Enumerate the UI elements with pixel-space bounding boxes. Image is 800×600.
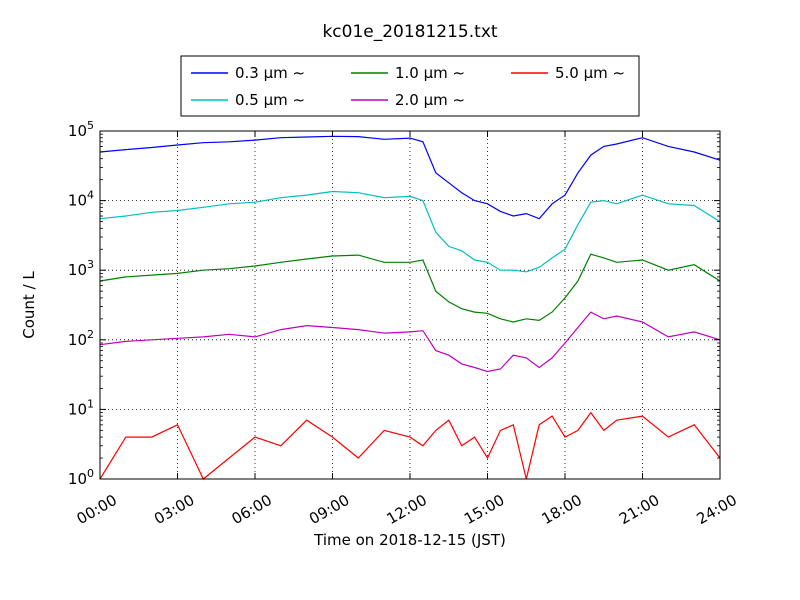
series-line xyxy=(99,190,721,273)
legend-label: 2.0 μm ∼ xyxy=(395,91,465,109)
legend-box xyxy=(180,55,640,117)
series-line xyxy=(99,411,721,480)
y-tick-label: 102 xyxy=(68,328,94,349)
x-tick-label: 09:00 xyxy=(306,491,352,528)
y-tick-label: 104 xyxy=(68,189,94,210)
y-tick-label: 105 xyxy=(68,119,94,140)
x-tick-label: 12:00 xyxy=(384,491,430,528)
ticks xyxy=(99,130,721,480)
legend-label: 5.0 μm ∼ xyxy=(555,64,625,82)
x-tick-label: 06:00 xyxy=(229,491,275,528)
plot-area xyxy=(100,131,720,479)
y-tick-labels: 100 101 102 103 104 105 xyxy=(68,119,94,488)
legend-label: 0.3 μm ∼ xyxy=(235,64,305,82)
chart-title: kc01e_20181215.txt xyxy=(322,22,497,42)
x-tick-label: 24:00 xyxy=(694,491,740,528)
x-tick-label: 03:00 xyxy=(151,491,197,528)
x-axis-label: Time on 2018-12-15 (JST) xyxy=(313,531,506,549)
grid xyxy=(100,131,720,479)
y-tick-label: 101 xyxy=(68,397,94,418)
series-layer xyxy=(99,135,721,480)
y-axis-label: Count / L xyxy=(20,271,38,339)
y-tick-label: 100 xyxy=(68,467,94,488)
series-line xyxy=(99,253,721,323)
x-tick-label: 00:00 xyxy=(74,491,120,528)
x-tick-label: 18:00 xyxy=(539,491,585,528)
x-tick-labels: 00:00 03:00 06:00 09:00 12:00 15:00 18:00 21:00… xyxy=(74,491,740,528)
y-tick-label: 103 xyxy=(68,258,94,279)
legend-label: 0.5 μm ∼ xyxy=(235,91,305,109)
legend-label: 1.0 μm ∼ xyxy=(395,64,465,82)
x-tick-label: 21:00 xyxy=(616,491,662,528)
series-line xyxy=(99,135,721,220)
x-tick-label: 15:00 xyxy=(461,491,507,528)
legend: 0.3 μm ∼ 0.5 μm ∼ 1.0 μm ∼ 2.0 μm ∼ 5.0 μm ∼ xyxy=(180,55,640,117)
series-line xyxy=(99,311,721,373)
